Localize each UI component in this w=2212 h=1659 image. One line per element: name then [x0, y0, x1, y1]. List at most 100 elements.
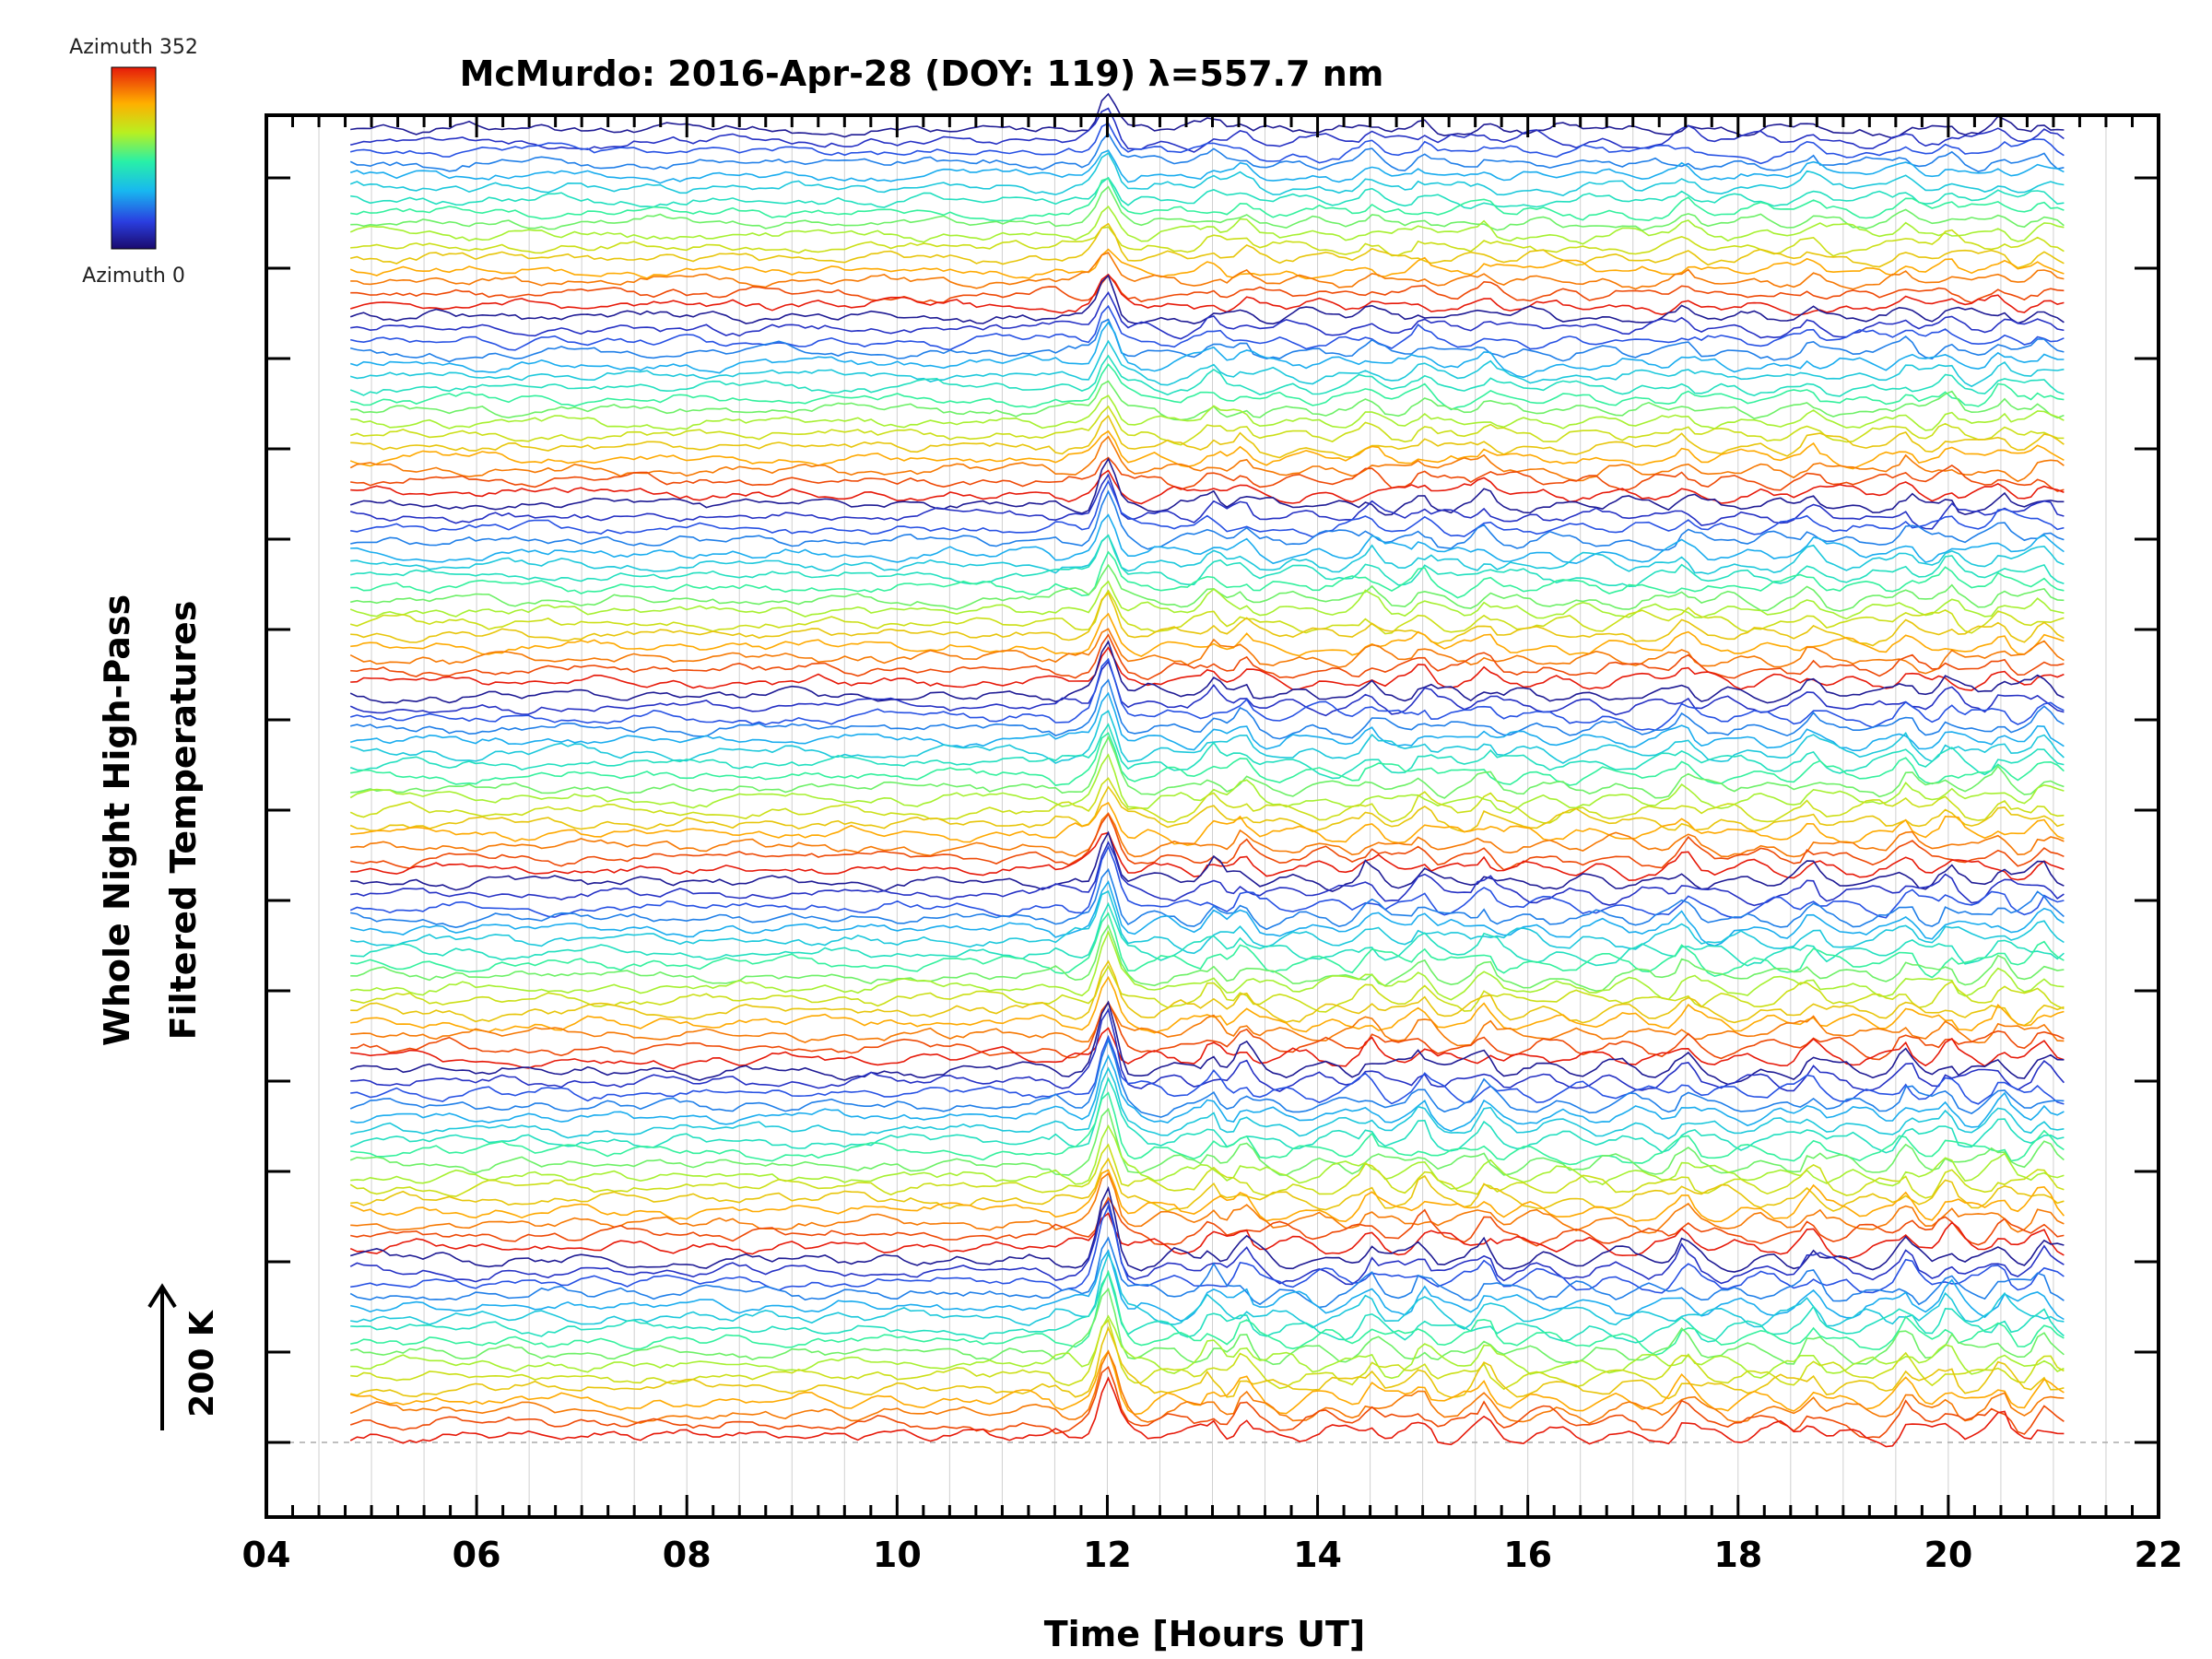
trace-line: [350, 1027, 2065, 1070]
trace-line: [349, 1349, 2065, 1416]
trace-line: [349, 206, 2065, 245]
trace-line: [349, 1143, 2065, 1199]
trace-line: [350, 964, 2065, 1013]
trace-line: [349, 435, 2065, 483]
x-tick-label: 22: [2135, 1535, 2183, 1575]
trace-line: [350, 924, 2065, 993]
trace-line: [350, 534, 2065, 588]
trace-line: [349, 149, 2065, 184]
trace-line: [350, 550, 2065, 599]
trace-line: [350, 318, 2065, 363]
trace-line: [350, 1318, 2065, 1391]
x-tick-label: 08: [663, 1535, 712, 1575]
traces: [349, 92, 2065, 1448]
trace-line: [350, 1007, 2065, 1092]
trace-line: [349, 845, 2065, 919]
colorbar: Azimuth 352 Azimuth 0: [69, 36, 198, 288]
trace-line: [349, 640, 2065, 704]
x-tick-label: 04: [242, 1535, 291, 1575]
trace-line: [350, 959, 2065, 1027]
trace-line: [349, 1066, 2065, 1140]
y-axis-title-line2: Filtered Temperatures: [163, 601, 204, 1041]
trace-line: [350, 812, 2065, 871]
trace-line: [350, 1171, 2065, 1234]
trace-line: [349, 1169, 2065, 1223]
trace-line: [350, 513, 2065, 565]
trace-line: [349, 339, 2065, 388]
x-tick-label: 16: [1503, 1535, 1552, 1575]
trace-line: [349, 1349, 2065, 1425]
scale-bar-arrowhead: [147, 1283, 177, 1309]
trace-line: [350, 1124, 2065, 1190]
trace-line: [349, 657, 2065, 732]
trace-line: [349, 248, 2065, 280]
trace-line: [350, 479, 2065, 538]
x-tick-label: 20: [1924, 1535, 1972, 1575]
trace-line: [350, 122, 2065, 165]
trace-line: [350, 534, 2065, 575]
x-tick-label: 10: [873, 1535, 922, 1575]
trace-line: [350, 362, 2065, 411]
x-tick-labels: 04 06 08 10 12 14 16 18 20 22: [242, 1535, 2183, 1575]
trace-line: [350, 889, 2065, 955]
trace-line: [350, 831, 2065, 882]
trace-line: [350, 880, 2065, 947]
trace-line: [349, 1376, 2065, 1448]
trace-line: [350, 802, 2065, 846]
trace-line: [349, 1077, 2065, 1154]
x-tick-label: 06: [453, 1535, 501, 1575]
trace-line: [350, 975, 2065, 1034]
trace-line: [350, 1252, 2065, 1330]
trace-line: [350, 1157, 2065, 1212]
trace-line: [350, 1325, 2065, 1400]
trace-line: [350, 1001, 2065, 1047]
trace-line: [350, 1196, 2065, 1247]
trace-line: [350, 1269, 2065, 1356]
trace-line: [350, 290, 2065, 340]
trace-line: [350, 646, 2065, 691]
colorbar-bottom-label: Azimuth 0: [82, 265, 185, 288]
trace-line: [349, 785, 2065, 833]
trace-line: [349, 723, 2065, 780]
trace-line: [350, 1249, 2065, 1323]
trace-line: [349, 132, 2065, 172]
colorbar-gradient: [111, 66, 157, 250]
trace-line: [349, 660, 2065, 717]
trace-line: [350, 732, 2065, 786]
trace-line: [349, 580, 2065, 620]
trace-line: [350, 633, 2065, 681]
trace-line: [349, 473, 2065, 530]
trace-line: [349, 628, 2065, 675]
colorbar-top-label: Azimuth 352: [69, 36, 198, 59]
scale-bar: 200 K: [147, 1283, 221, 1430]
trace-line: [350, 252, 2065, 290]
trace-line: [349, 777, 2065, 824]
trace-line: [350, 414, 2065, 459]
trace-line: [350, 489, 2065, 551]
trace-line: [350, 274, 2065, 304]
trace-line: [350, 841, 2065, 907]
trace-line: [349, 1038, 2065, 1118]
scale-bar-label: 200 K: [183, 1310, 221, 1418]
trace-line: [350, 1271, 2065, 1344]
trace-line: [350, 380, 2065, 421]
trace-line: [350, 222, 2065, 269]
trace-line: [350, 456, 2065, 492]
trace-line: [350, 394, 2065, 431]
trace-line: [349, 152, 2065, 197]
trace-line: [349, 1185, 2065, 1273]
trace-line: [350, 867, 2065, 931]
trace-line: [349, 273, 2065, 316]
trace-line: [350, 901, 2065, 967]
y-axis-title-line1: Whole Night High-Pass: [97, 594, 137, 1046]
trace-line: [349, 354, 2065, 397]
trace-line: [350, 1001, 2065, 1061]
trace-line: [350, 735, 2065, 799]
x-tick-label: 14: [1293, 1535, 1342, 1575]
trace-line: [350, 678, 2065, 740]
trace-line: [350, 1314, 2065, 1380]
trace-line: [350, 812, 2065, 858]
trace-line: [350, 592, 2065, 647]
x-axis-title: Time [Hours UT]: [1044, 1614, 1366, 1654]
